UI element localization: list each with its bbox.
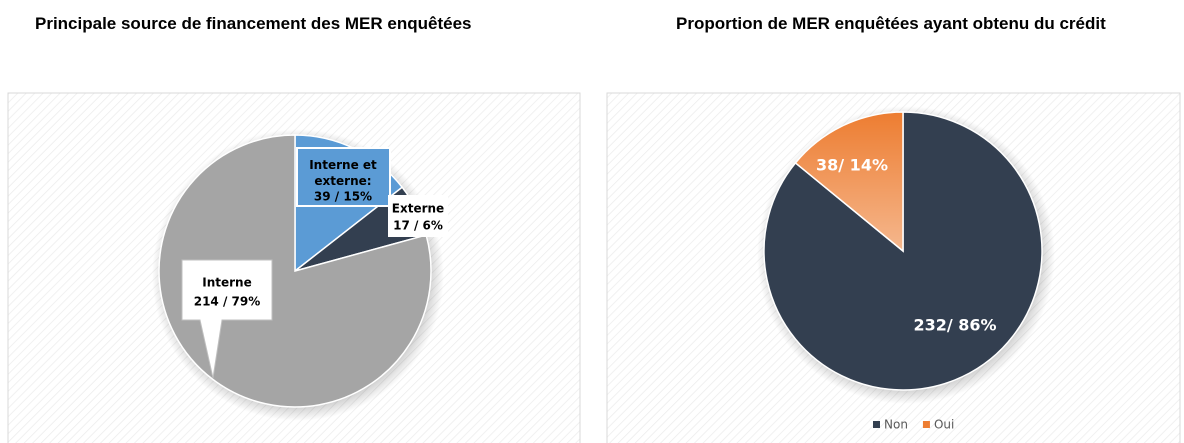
data-label: 232/ 86% <box>913 316 996 335</box>
pie-slice <box>158 134 432 408</box>
category-line: externe: <box>314 174 371 188</box>
callout-box <box>181 259 273 379</box>
legend-swatch <box>873 421 880 428</box>
category-label: Externe <box>392 202 444 216</box>
legend-label: Non <box>884 418 908 432</box>
chart-title: Principale source de financement des MER… <box>35 14 472 33</box>
data-label: 39 / 15% <box>314 190 372 204</box>
data-label: 17 / 6% <box>393 219 443 233</box>
category-line: Interne et <box>309 158 377 172</box>
legend-label: Oui <box>934 418 954 432</box>
data-label: 38/ 14% <box>816 156 888 175</box>
category-label: Interne <box>202 276 251 290</box>
chart-title: Proportion de MER enquêtées ayant obtenu… <box>676 14 1106 33</box>
label-box <box>296 147 391 207</box>
legend-swatch <box>922 421 930 428</box>
label-box <box>388 195 448 237</box>
category-label: Interne et externe: <box>309 158 377 188</box>
slice-gloss <box>795 112 903 251</box>
data-label: 214 / 79% <box>194 295 261 309</box>
